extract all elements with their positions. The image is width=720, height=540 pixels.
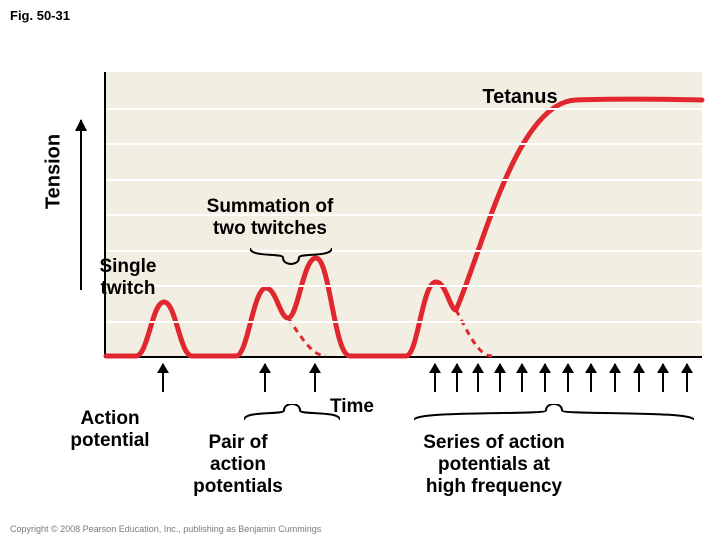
single-twitch-label: Singletwitch: [28, 256, 228, 300]
stimulus-arrow-icon: [314, 364, 316, 392]
tetanus-label: Tetanus: [420, 86, 620, 109]
series-brace: [414, 404, 694, 427]
summation-brace: [250, 248, 332, 271]
copyright-text: Copyright © 2008 Pearson Education, Inc.…: [10, 524, 321, 534]
page: Fig. 50-31 Tension Tetanus Summation oft…: [0, 0, 720, 540]
stimulus-arrow-icon: [567, 364, 569, 392]
stimulus-arrow-icon: [590, 364, 592, 392]
stimulus-arrow-icon: [686, 364, 688, 392]
stimulus-arrow-icon: [264, 364, 266, 392]
pair-label: Pair ofactionpotentials: [138, 432, 338, 498]
gridline: [106, 179, 702, 181]
gridline: [106, 321, 702, 323]
stimulus-arrow-icon: [162, 364, 164, 392]
stimulus-arrow-icon: [638, 364, 640, 392]
stimulus-arrow-icon: [499, 364, 501, 392]
stimulus-arrow-icon: [434, 364, 436, 392]
gridline: [106, 250, 702, 252]
stimulus-arrow-icon: [521, 364, 523, 392]
stimulus-arrow-icon: [456, 364, 458, 392]
stimulus-arrow-icon: [662, 364, 664, 392]
gridline: [106, 143, 702, 145]
y-axis-label: Tension: [43, 112, 66, 232]
pair-brace: [244, 404, 340, 427]
figure-label: Fig. 50-31: [10, 8, 70, 23]
stimulus-arrow-icon: [614, 364, 616, 392]
stimulus-arrow-icon: [544, 364, 546, 392]
stimulus-arrow-icon: [477, 364, 479, 392]
series-label: Series of actionpotentials athigh freque…: [394, 432, 594, 498]
summation-label: Summation oftwo twitches: [170, 196, 370, 240]
